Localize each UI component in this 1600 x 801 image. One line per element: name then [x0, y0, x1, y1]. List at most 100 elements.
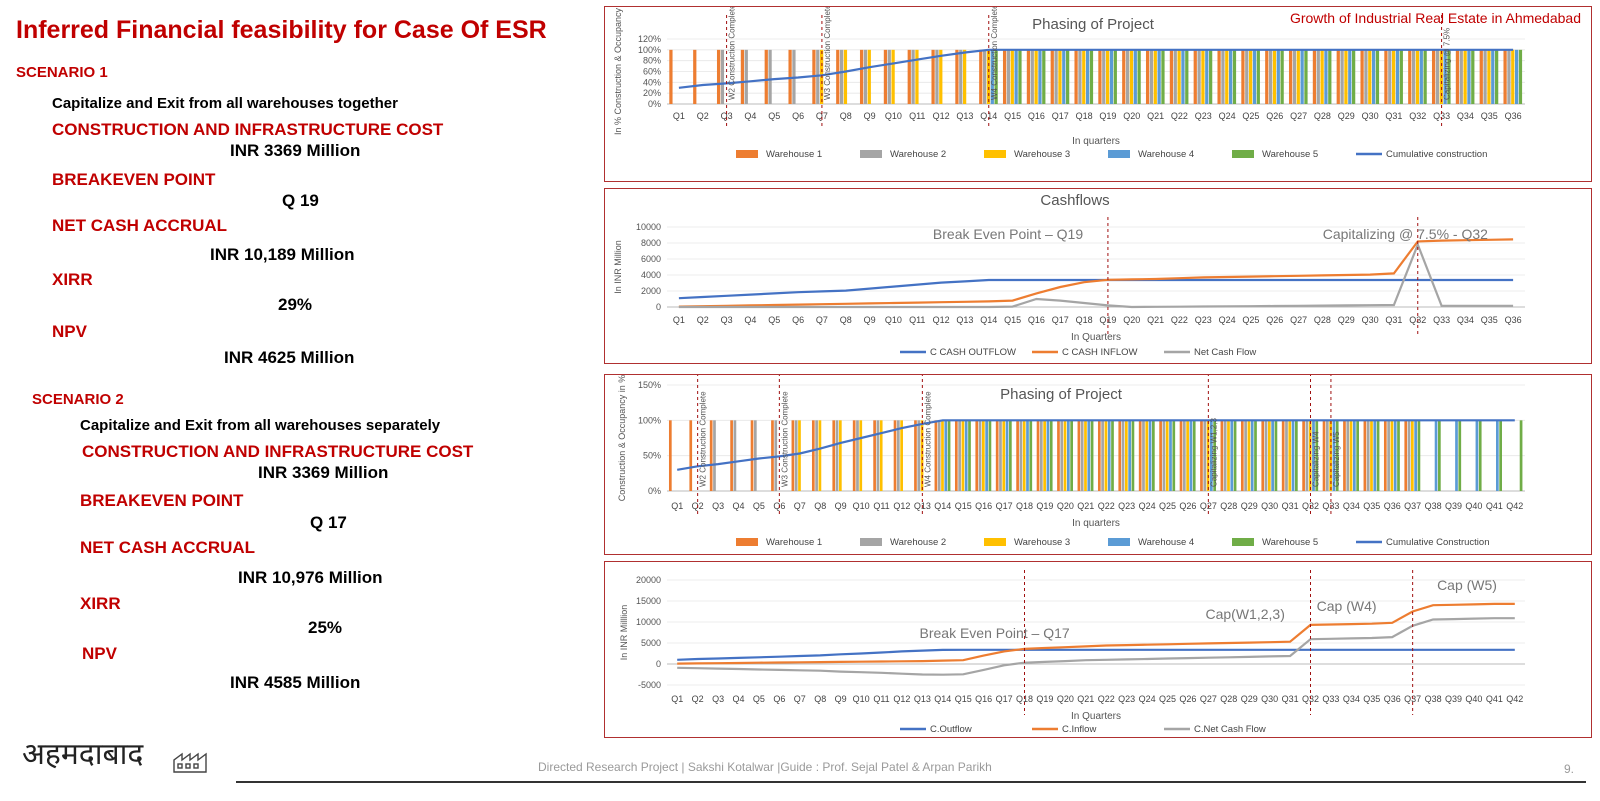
x-tick-label: Q8: [814, 694, 826, 704]
bar-warehouse-5: [1018, 49, 1022, 104]
bar-warehouse-1: [1145, 49, 1150, 104]
bar-warehouse-5: [1152, 420, 1155, 491]
scenario2-accrual-value: INR 10,976 Million: [238, 568, 383, 587]
bar-warehouse-4: [1014, 49, 1018, 104]
bar-warehouse-3: [1487, 49, 1491, 104]
legend-swatch: [1108, 538, 1130, 546]
bar-warehouse-2: [1080, 420, 1084, 491]
page-title: Inferred Financial feasibility for Case …: [16, 16, 547, 44]
scenario1-npv-label: NPV: [52, 322, 87, 341]
x-tick-label: Q18: [1016, 501, 1033, 511]
bar-warehouse-5: [968, 420, 971, 491]
bar-warehouse-2: [1162, 420, 1166, 491]
bar-warehouse-1: [907, 49, 911, 104]
x-tick-label: Q29: [1241, 501, 1258, 511]
bar-warehouse-1: [1179, 420, 1183, 491]
legend-label: Net Cash Flow: [1194, 347, 1256, 358]
bar-warehouse-2: [1435, 49, 1440, 104]
page-number: 9.: [1564, 762, 1575, 776]
bar-warehouse-2: [1054, 49, 1058, 104]
bar-warehouse-1: [1193, 49, 1197, 104]
bar-warehouse-3: [1368, 49, 1372, 104]
bar-warehouse-5: [1070, 420, 1073, 491]
legend-label: Warehouse 1: [766, 537, 822, 548]
bar-warehouse-2: [1364, 49, 1368, 104]
x-tick-label: Q22: [1098, 501, 1115, 511]
bar-warehouse-1: [1050, 49, 1054, 104]
bar-warehouse-3: [900, 420, 903, 491]
x-tick-label: Q30: [1362, 111, 1379, 121]
y-tick-label: 8000: [641, 238, 661, 248]
bar-warehouse-2: [1203, 420, 1207, 491]
phase-marker-label: W2 Construction Complete: [699, 391, 708, 487]
legend-item: Warehouse 4: [1108, 149, 1194, 160]
bar-warehouse-5: [1066, 49, 1070, 104]
legend-label: Warehouse 5: [1262, 537, 1318, 548]
x-tick-label: Q4: [744, 111, 756, 121]
bar-warehouse-2: [1305, 420, 1309, 491]
bar-warehouse-2: [774, 420, 778, 491]
bar-warehouse-5: [1375, 49, 1380, 104]
legend-label: Warehouse 2: [890, 149, 946, 160]
x-tick-label: Q24: [1139, 694, 1156, 704]
bar-warehouse-1: [1302, 420, 1305, 491]
x-tick-label: Q33: [1433, 111, 1450, 121]
bar-warehouse-1: [1265, 49, 1269, 104]
bar-warehouse-1: [730, 420, 733, 491]
bar-warehouse-3: [1329, 420, 1332, 491]
y-axis-title: In % Construction & Occupancy: [613, 7, 623, 135]
x-tick-label: Q35: [1481, 111, 1498, 121]
bar-warehouse-2: [911, 49, 915, 104]
x-tick-label: Q15: [955, 501, 972, 511]
bar-warehouse-5: [1519, 420, 1523, 491]
bar-warehouse-1: [1503, 49, 1507, 104]
x-tick-label: Q21: [1077, 694, 1094, 704]
bar-warehouse-4: [1372, 49, 1376, 104]
legend-label: Warehouse 5: [1262, 149, 1318, 160]
bar-warehouse-2: [1078, 49, 1082, 104]
x-tick-label: Q17: [996, 501, 1013, 511]
bar-warehouse-2: [1173, 49, 1177, 104]
x-tick-label: Q38: [1425, 694, 1442, 704]
legend-swatch: [860, 538, 882, 546]
line-c-net-cash-flow: [677, 617, 1515, 676]
x-tick-label: Q14: [980, 111, 997, 121]
y-tick-label: 60%: [643, 67, 661, 77]
legend-label: C.Net Cash Flow: [1194, 724, 1266, 735]
y-tick-label: 15000: [636, 596, 661, 606]
bar-warehouse-3: [1247, 420, 1251, 491]
bar-warehouse-5: [1192, 420, 1196, 491]
scenario2-accrual-label: NET CASH ACCRUAL: [80, 538, 256, 557]
x-tick-label: Q1: [673, 315, 685, 325]
bar-warehouse-1: [669, 49, 673, 104]
line-cumulative-construction: [677, 419, 1515, 471]
bar-warehouse-1: [883, 49, 888, 104]
x-tick-label: Q21: [1077, 501, 1094, 511]
x-tick-label: Q9: [864, 315, 876, 325]
legend-item: Net Cash Flow: [1164, 347, 1256, 358]
bar-warehouse-2: [937, 420, 941, 491]
x-tick-label: Q15: [955, 694, 972, 704]
phasing-chart-scenario2: 0%50%100%150%Q1 Q2 Q3 Q4 Q5 Q6 Q7 Q8 Q9 Q10 Q11 Q12…: [617, 361, 1525, 548]
bar-warehouse-5: [1495, 49, 1499, 104]
bar-warehouse-2: [1006, 49, 1011, 104]
bar-warehouse-4: [1087, 420, 1091, 491]
x-tick-label: Q5: [768, 315, 780, 325]
bar-warehouse-2: [856, 420, 859, 491]
bar-warehouse-5: [1113, 49, 1117, 104]
bar-warehouse-1: [873, 420, 876, 491]
bar-warehouse-3: [915, 49, 919, 104]
x-tick-label: Q10: [853, 501, 870, 511]
bar-warehouse-1: [668, 420, 672, 491]
y-tick-label: 0%: [648, 99, 661, 109]
bar-warehouse-4: [1419, 49, 1423, 104]
bar-warehouse-2: [1325, 420, 1329, 491]
x-tick-label: Q15: [1004, 315, 1021, 325]
x-tick-label: Q13: [956, 111, 973, 121]
legend-swatch: [736, 538, 758, 546]
scenario1-heading: SCENARIO 1: [16, 64, 108, 81]
bar-warehouse-3: [859, 420, 863, 491]
footer-rule: [236, 781, 1586, 783]
bar-warehouse-3: [1022, 420, 1026, 491]
phase-marker-label: W3 Construction Complete: [823, 7, 832, 100]
